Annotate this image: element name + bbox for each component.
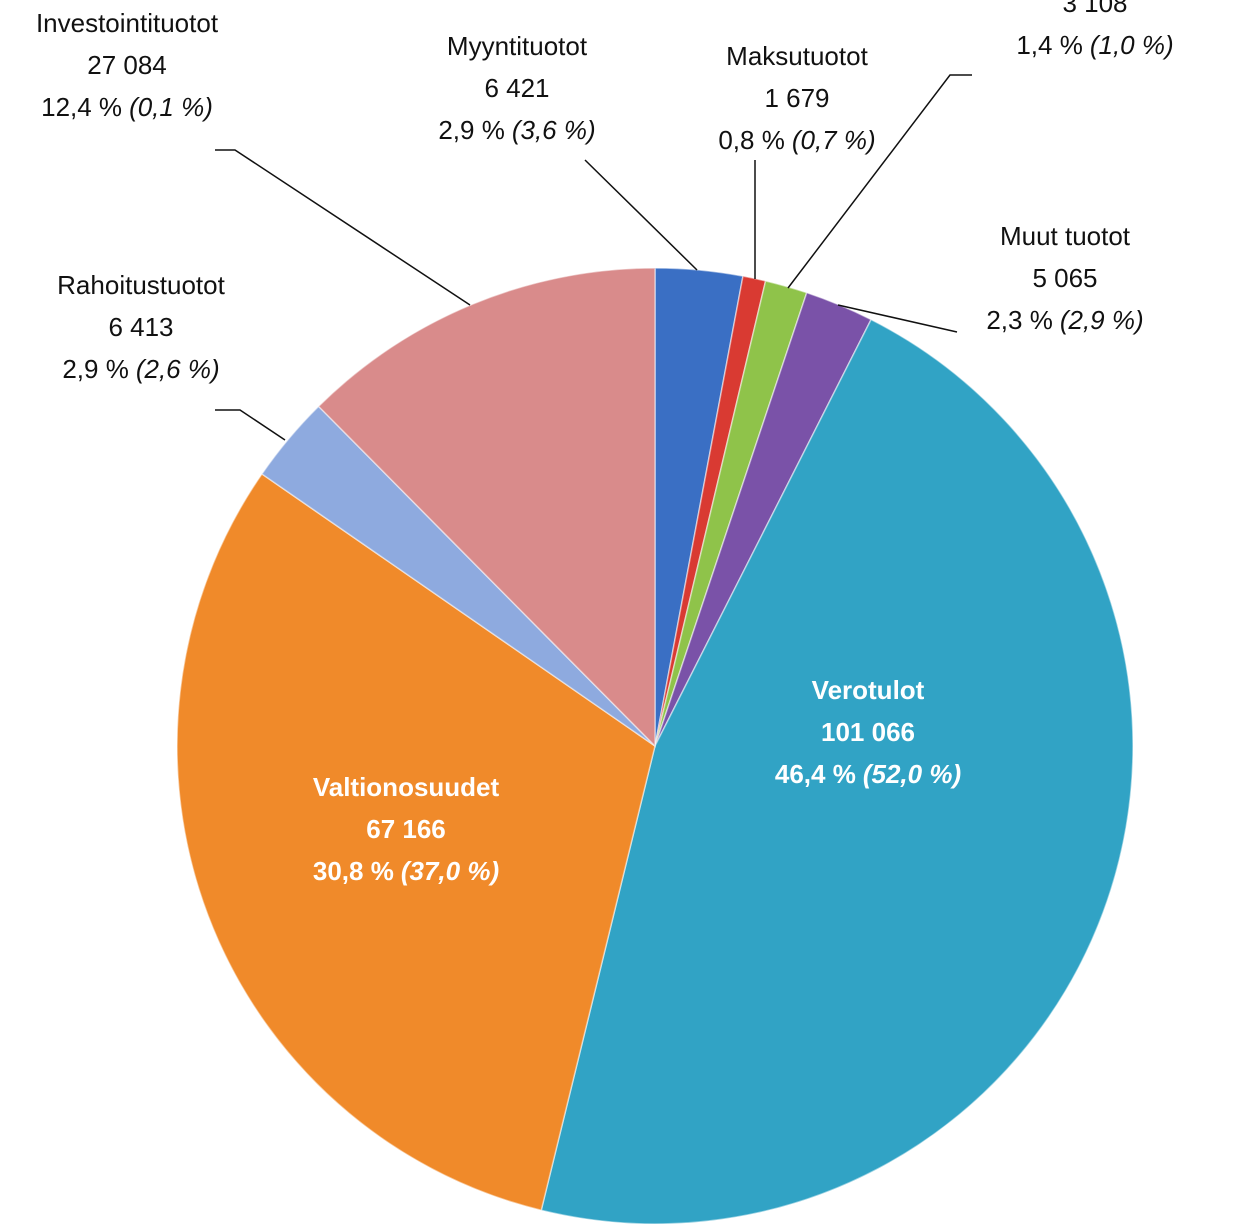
value-label: 3 108: [1062, 0, 1127, 18]
leader-lines: [215, 74, 972, 441]
slice-label: Rahoitustuotot: [57, 270, 225, 300]
share: 30,8 %: [313, 856, 394, 886]
value-label: 5 065: [1032, 263, 1097, 293]
value-label: 6 421: [484, 73, 549, 103]
share-label: 30,8 % (37,0 %): [313, 856, 499, 886]
share: 0,8 %: [718, 125, 785, 155]
previous-share: (1,0 %): [1090, 30, 1174, 60]
share: 12,4 %: [41, 92, 122, 122]
slice-label: Verotulot: [812, 675, 925, 705]
previous-share: (52,0 %): [863, 759, 961, 789]
leader-line: [787, 74, 972, 289]
slice: [176, 472, 656, 1212]
share-label: 46,4 % (52,0 %): [775, 759, 961, 789]
share-label: 0,8 % (0,7 %): [718, 125, 875, 155]
value-label: 1 679: [764, 83, 829, 113]
previous-share: (37,0 %): [401, 856, 499, 886]
slice-label: Valtionosuudet: [313, 772, 500, 802]
slices: [176, 267, 1134, 1225]
slice-label: Investointituotot: [36, 8, 219, 38]
slice: [317, 267, 656, 748]
share-label: 2,9 % (3,6 %): [438, 115, 595, 145]
share-label: 2,3 % (2,9 %): [986, 305, 1143, 335]
previous-share: (2,9 %): [1060, 305, 1144, 335]
slice-label: Maksutuotot: [726, 41, 868, 71]
previous-share: (0,1 %): [129, 92, 213, 122]
leader-line: [215, 409, 286, 441]
leader-line: [837, 304, 958, 333]
slice-label: Muut tuotot: [1000, 221, 1131, 251]
value-label: 67 166: [366, 814, 446, 844]
share: 1,4 %: [1016, 30, 1083, 60]
share: 2,3 %: [986, 305, 1053, 335]
slice-label: Myyntituotot: [447, 31, 588, 61]
previous-share: (2,6 %): [136, 354, 220, 384]
value-label: 27 084: [87, 50, 167, 80]
slice: [540, 318, 1134, 1225]
leader-line: [584, 159, 698, 271]
share-label: 2,9 % (2,6 %): [62, 354, 219, 384]
share-label: 12,4 % (0,1 %): [41, 92, 213, 122]
share: 46,4 %: [775, 759, 856, 789]
previous-share: (0,7 %): [792, 125, 876, 155]
value-label: 101 066: [821, 717, 915, 747]
leader-line: [215, 149, 471, 306]
previous-share: (3,6 %): [512, 115, 596, 145]
share: 2,9 %: [438, 115, 505, 145]
share: 2,9 %: [62, 354, 129, 384]
value-label: 6 413: [108, 312, 173, 342]
share-label: 1,4 % (1,0 %): [1016, 30, 1173, 60]
